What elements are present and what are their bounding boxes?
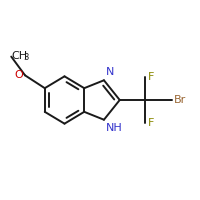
Text: F: F bbox=[148, 118, 154, 128]
Text: F: F bbox=[148, 72, 154, 82]
Text: 3: 3 bbox=[23, 53, 29, 62]
Text: O: O bbox=[14, 70, 23, 80]
Text: CH: CH bbox=[11, 51, 27, 61]
Text: N: N bbox=[106, 67, 115, 77]
Text: NH: NH bbox=[106, 123, 123, 133]
Text: Br: Br bbox=[174, 95, 186, 105]
